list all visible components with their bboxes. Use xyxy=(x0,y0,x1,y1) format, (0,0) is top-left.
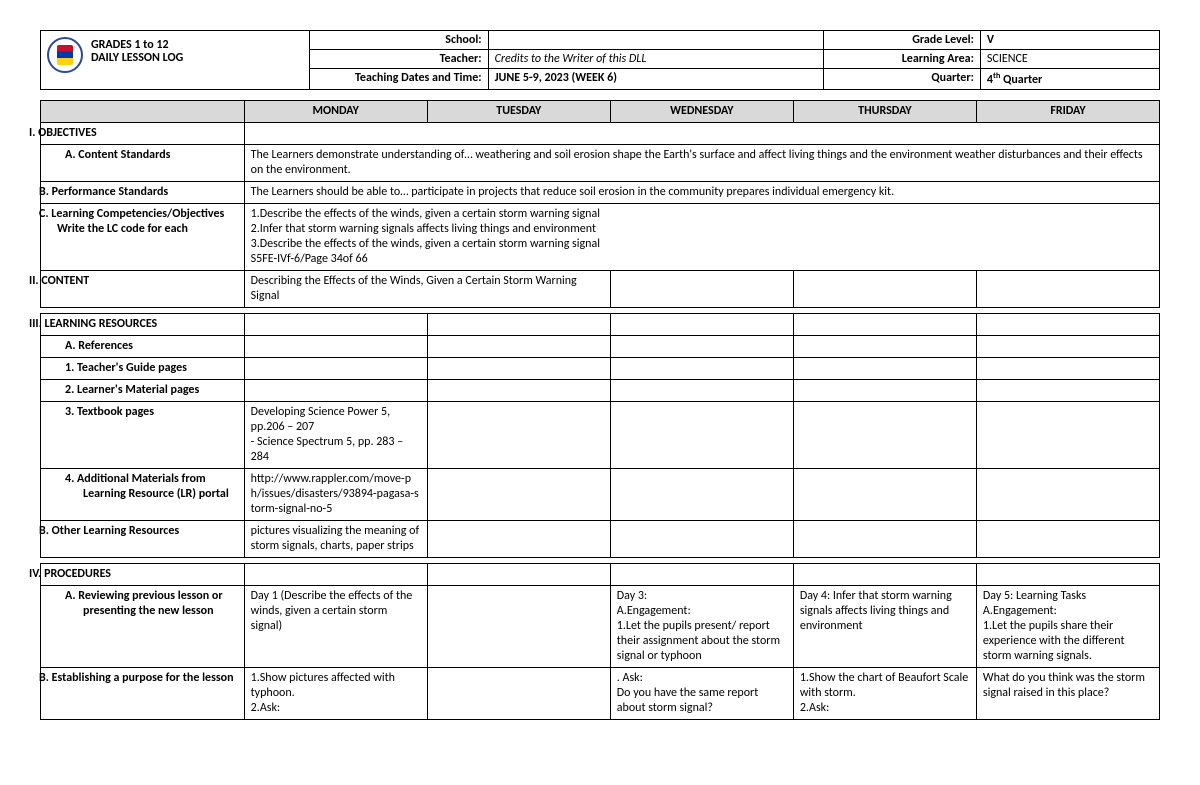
content-row: II. CONTENT Describing the Effects of th… xyxy=(41,271,1160,308)
lesson-table: MONDAY TUESDAY WEDNESDAY THURSDAY FRIDAY… xyxy=(40,100,1160,720)
a-mon: Day 1 (Describe the effects of the winds… xyxy=(244,586,427,668)
tb-text: Developing Science Power 5, pp.206 – 207… xyxy=(244,402,427,469)
dates-label: Teaching Dates and Time: xyxy=(309,69,488,90)
school-value xyxy=(488,31,824,50)
day-thu: THURSDAY xyxy=(793,101,976,123)
day-mon: MONDAY xyxy=(244,101,427,123)
lc-text: 1.Describe the effects of the winds, giv… xyxy=(244,204,1159,271)
quarter-label: Quarter: xyxy=(824,69,981,90)
a-fri: Day 5: Learning Tasks A.Engagement: 1.Le… xyxy=(976,586,1159,668)
tb-label: 3. Textbook pages xyxy=(41,402,245,469)
area-label: Learning Area: xyxy=(824,50,981,69)
add-label: 4. Additional Materials from Learning Re… xyxy=(41,469,245,521)
lc-row: C. Learning Competencies/Objectives Writ… xyxy=(41,204,1160,271)
title-line2: DAILY LESSON LOG xyxy=(91,51,183,65)
proc-row: IV. PROCEDURES xyxy=(41,564,1160,586)
quarter-value: 4th Quarter xyxy=(980,69,1159,90)
teacher-label: Teacher: xyxy=(309,50,488,69)
add-row: 4. Additional Materials from Learning Re… xyxy=(41,469,1160,521)
b-thu: 1.Show the chart of Beaufort Scale with … xyxy=(793,668,976,720)
lc-label: C. Learning Competencies/Objectives Writ… xyxy=(41,204,245,271)
proc-label: IV. PROCEDURES xyxy=(41,564,245,586)
title-line1: GRADES 1 to 12 xyxy=(91,38,169,52)
blank-header xyxy=(41,101,245,123)
grade-label: Grade Level: xyxy=(824,31,981,50)
dates-value: JUNE 5-9, 2023 (WEEK 6) xyxy=(488,69,824,90)
lm-label: 2. Learner's Material pages xyxy=(41,380,245,402)
content-std-row: A. Content Standards The Learners demons… xyxy=(41,145,1160,182)
proc-b-row: B. Establishing a purpose for the lesson… xyxy=(41,668,1160,720)
proc-b-label: B. Establishing a purpose for the lesson xyxy=(41,668,245,720)
tg-label: 1. Teacher's Guide pages xyxy=(41,358,245,380)
title-cell: GRADES 1 to 12 DAILY LESSON LOG xyxy=(41,31,310,90)
area-value: SCIENCE xyxy=(980,50,1159,69)
content-std-label: A. Content Standards xyxy=(41,145,245,182)
header-table: GRADES 1 to 12 DAILY LESSON LOG School: … xyxy=(40,30,1160,90)
olr-row: B. Other Learning Resources pictures vis… xyxy=(41,521,1160,558)
teacher-value: Credits to the Writer of this DLL xyxy=(488,50,824,69)
lr-label: III. LEARNING RESOURCES xyxy=(41,314,245,336)
lr-row: III. LEARNING RESOURCES xyxy=(41,314,1160,336)
b-mon: 1.Show pictures affected with typhoon. 2… xyxy=(244,668,427,720)
objectives-row: I. OBJECTIVES xyxy=(41,123,1160,145)
day-tue: TUESDAY xyxy=(427,101,610,123)
tb-row: 3. Textbook pages Developing Science Pow… xyxy=(41,402,1160,469)
grade-value: V xyxy=(980,31,1159,50)
a-wed: Day 3: A.Engagement: 1.Let the pupils pr… xyxy=(610,586,793,668)
proc-a-row: A. Reviewing previous lesson or presenti… xyxy=(41,586,1160,668)
refs-label: A. References xyxy=(41,336,245,358)
quarter-word: Quarter xyxy=(1000,73,1042,87)
add-text: http://www.rappler.com/move-ph/issues/di… xyxy=(244,469,427,521)
perf-std-text: The Learners should be able to… particip… xyxy=(244,182,1159,204)
day-wed: WEDNESDAY xyxy=(610,101,793,123)
olr-text: pictures visualizing the meaning of stor… xyxy=(244,521,427,558)
olr-label: B. Other Learning Resources xyxy=(41,521,245,558)
lm-row: 2. Learner's Material pages xyxy=(41,380,1160,402)
perf-std-label: B. Performance Standards xyxy=(41,182,245,204)
b-wed: . Ask: Do you have the same report about… xyxy=(610,668,793,720)
school-label: School: xyxy=(309,31,488,50)
content-std-text: The Learners demonstrate understanding o… xyxy=(244,145,1159,182)
days-header-row: MONDAY TUESDAY WEDNESDAY THURSDAY FRIDAY xyxy=(41,101,1160,123)
proc-a-label: A. Reviewing previous lesson or presenti… xyxy=(41,586,245,668)
a-thu: Day 4: Infer that storm warning signals … xyxy=(793,586,976,668)
objectives-label: I. OBJECTIVES xyxy=(41,123,245,145)
deped-seal-icon xyxy=(47,37,83,73)
refs-row: A. References xyxy=(41,336,1160,358)
b-fri: What do you think was the storm signal r… xyxy=(976,668,1159,720)
content-text: Describing the Effects of the Winds, Giv… xyxy=(244,271,610,308)
day-fri: FRIDAY xyxy=(976,101,1159,123)
tg-row: 1. Teacher's Guide pages xyxy=(41,358,1160,380)
content-label: II. CONTENT xyxy=(41,271,245,308)
perf-std-row: B. Performance Standards The Learners sh… xyxy=(41,182,1160,204)
